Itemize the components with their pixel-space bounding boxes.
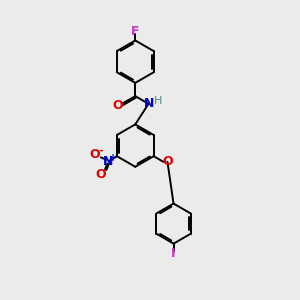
Text: O: O — [90, 148, 100, 161]
Text: +: + — [109, 153, 117, 163]
Text: N: N — [144, 97, 154, 110]
Text: N: N — [103, 155, 113, 168]
Text: -: - — [98, 146, 103, 156]
Text: F: F — [131, 25, 140, 38]
Text: H: H — [154, 96, 162, 106]
Text: O: O — [112, 99, 123, 112]
Text: O: O — [162, 155, 173, 168]
Text: O: O — [96, 168, 106, 181]
Text: I: I — [171, 248, 176, 260]
